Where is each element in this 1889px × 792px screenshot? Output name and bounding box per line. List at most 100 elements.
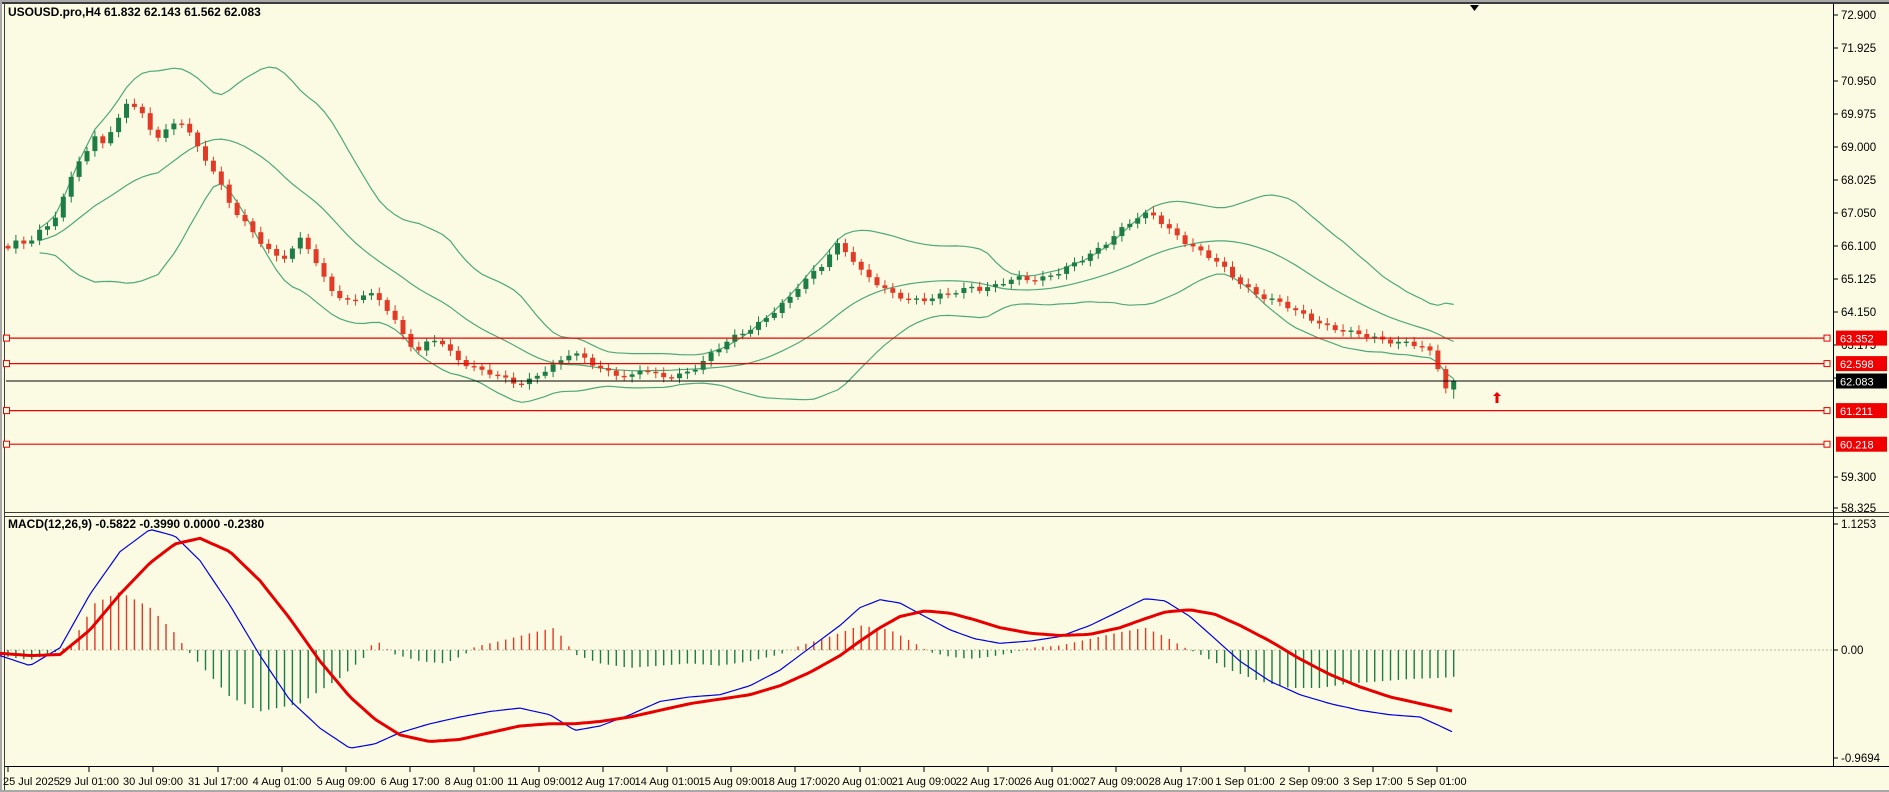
- time-axis[interactable]: 25 Jul 2025 29 Jul 01:00 30 Jul 09:00 31 Ju…: [3, 766, 1467, 788]
- price-level-label-box[interactable]: [1836, 356, 1887, 372]
- candle-body: [1000, 284, 1006, 286]
- candle-body: [724, 341, 730, 350]
- candle: [1135, 212, 1141, 229]
- macd-histogram-bar: [1144, 627, 1147, 650]
- candle: [953, 290, 959, 298]
- candle-body: [534, 375, 540, 379]
- price-level-line[interactable]: [3, 334, 1831, 342]
- macd-histogram-bar: [370, 645, 373, 650]
- candle: [234, 199, 240, 218]
- hline-left-handle[interactable]: [3, 360, 10, 368]
- candle: [92, 130, 98, 157]
- candle-body: [171, 123, 177, 130]
- macd-histogram-bar: [1263, 650, 1265, 683]
- price-axis[interactable]: 72.900 71.925 70.950 69.975 69.000 68.025 67.0…: [1833, 10, 1887, 765]
- price-level-label[interactable]: 60.218: [1836, 436, 1887, 452]
- candle: [795, 283, 801, 300]
- candle-body: [653, 371, 659, 374]
- candle-body: [321, 263, 327, 277]
- candle-body: [700, 361, 706, 370]
- macd-histogram-bar: [591, 650, 594, 661]
- price-level-label[interactable]: 61.211: [1836, 403, 1887, 419]
- current-price-label[interactable]: 62.083: [1836, 373, 1887, 389]
- macd-histogram-bar: [1176, 643, 1178, 650]
- hline-right-handle[interactable]: [1823, 360, 1831, 368]
- macd-histogram-bar: [1255, 650, 1257, 680]
- macd-histogram-bar: [599, 650, 602, 664]
- price-level-line[interactable]: [3, 360, 1831, 368]
- panel-separator-top[interactable]: [5, 512, 1889, 513]
- candle: [29, 235, 35, 247]
- macd-histogram-bar: [1216, 650, 1218, 664]
- candle-body: [242, 215, 248, 222]
- price-level-label[interactable]: 62.598: [1836, 356, 1887, 372]
- macd-histogram-bar: [852, 627, 854, 650]
- macd-histogram-bar: [931, 650, 933, 653]
- hline-right-handle[interactable]: [1823, 440, 1831, 448]
- candle: [37, 224, 43, 246]
- macd-histogram-bar: [1042, 646, 1044, 650]
- macd-histogram-bar: [876, 628, 878, 650]
- current-price-label-box[interactable]: [1836, 373, 1887, 389]
- candle-body: [305, 237, 311, 250]
- candle-body: [495, 374, 501, 377]
- macd-histogram-bar: [323, 650, 325, 689]
- hline-left-handle[interactable]: [3, 334, 10, 342]
- candle-body: [68, 176, 74, 197]
- trade-arrow-icon: [1493, 392, 1501, 403]
- macd-histogram-bar: [939, 650, 941, 655]
- candle: [195, 130, 201, 152]
- candle-body: [440, 340, 445, 345]
- hline-right-handle[interactable]: [1823, 334, 1831, 342]
- candle: [605, 363, 611, 377]
- price-level-line[interactable]: [3, 440, 1831, 448]
- macd-histogram-bar: [986, 650, 989, 657]
- candle-body: [1206, 250, 1212, 258]
- macd-histogram-bar: [347, 650, 349, 672]
- macd-histogram-bar: [860, 625, 862, 650]
- candle-body: [1364, 334, 1370, 338]
- hline-left-handle[interactable]: [3, 407, 10, 415]
- candle: [321, 257, 327, 283]
- candle: [368, 288, 374, 300]
- price-tick-label: 66.100: [1841, 241, 1876, 253]
- macd-histogram-bar: [157, 615, 159, 650]
- price-level-label-box[interactable]: [1836, 330, 1887, 346]
- candle: [100, 133, 106, 149]
- candle: [131, 98, 137, 110]
- macd-histogram-bar: [663, 650, 665, 666]
- price-level-label-box[interactable]: [1836, 403, 1887, 419]
- candle: [84, 147, 90, 165]
- macd-histogram-bar: [1058, 645, 1060, 650]
- candle: [969, 283, 975, 293]
- price-tick-label: 69.000: [1841, 142, 1876, 154]
- price-level-line[interactable]: [3, 407, 1831, 415]
- candle: [748, 325, 754, 337]
- time-tick-label: 18 Aug 17:00: [763, 776, 828, 788]
- macd-histogram-bar: [1105, 635, 1107, 650]
- candle: [1222, 257, 1228, 273]
- candle-body: [424, 341, 430, 351]
- hline-left-handle[interactable]: [3, 440, 10, 448]
- candle: [1301, 304, 1307, 319]
- candle: [1151, 206, 1156, 220]
- candle: [771, 307, 777, 321]
- chart-shift-marker-icon[interactable]: [1470, 5, 1479, 11]
- price-level-label-box[interactable]: [1836, 436, 1887, 452]
- candle: [1024, 271, 1030, 284]
- macd-histogram-bar: [718, 650, 720, 666]
- macd-panel[interactable]: [0, 529, 1833, 749]
- candle: [756, 316, 761, 336]
- panel-separator-bottom[interactable]: [5, 516, 1889, 517]
- macd-histogram-bar: [647, 650, 649, 667]
- candle: [842, 238, 848, 257]
- candle: [479, 363, 485, 376]
- macd-histogram-bar: [283, 650, 286, 707]
- macd-histogram-bar: [844, 630, 847, 650]
- hline-right-handle[interactable]: [1823, 407, 1831, 415]
- macd-histogram-bar: [449, 650, 452, 661]
- main-price-panel[interactable]: [3, 5, 1834, 448]
- price-level-label[interactable]: 63.352: [1836, 330, 1887, 346]
- candle-body: [692, 369, 698, 372]
